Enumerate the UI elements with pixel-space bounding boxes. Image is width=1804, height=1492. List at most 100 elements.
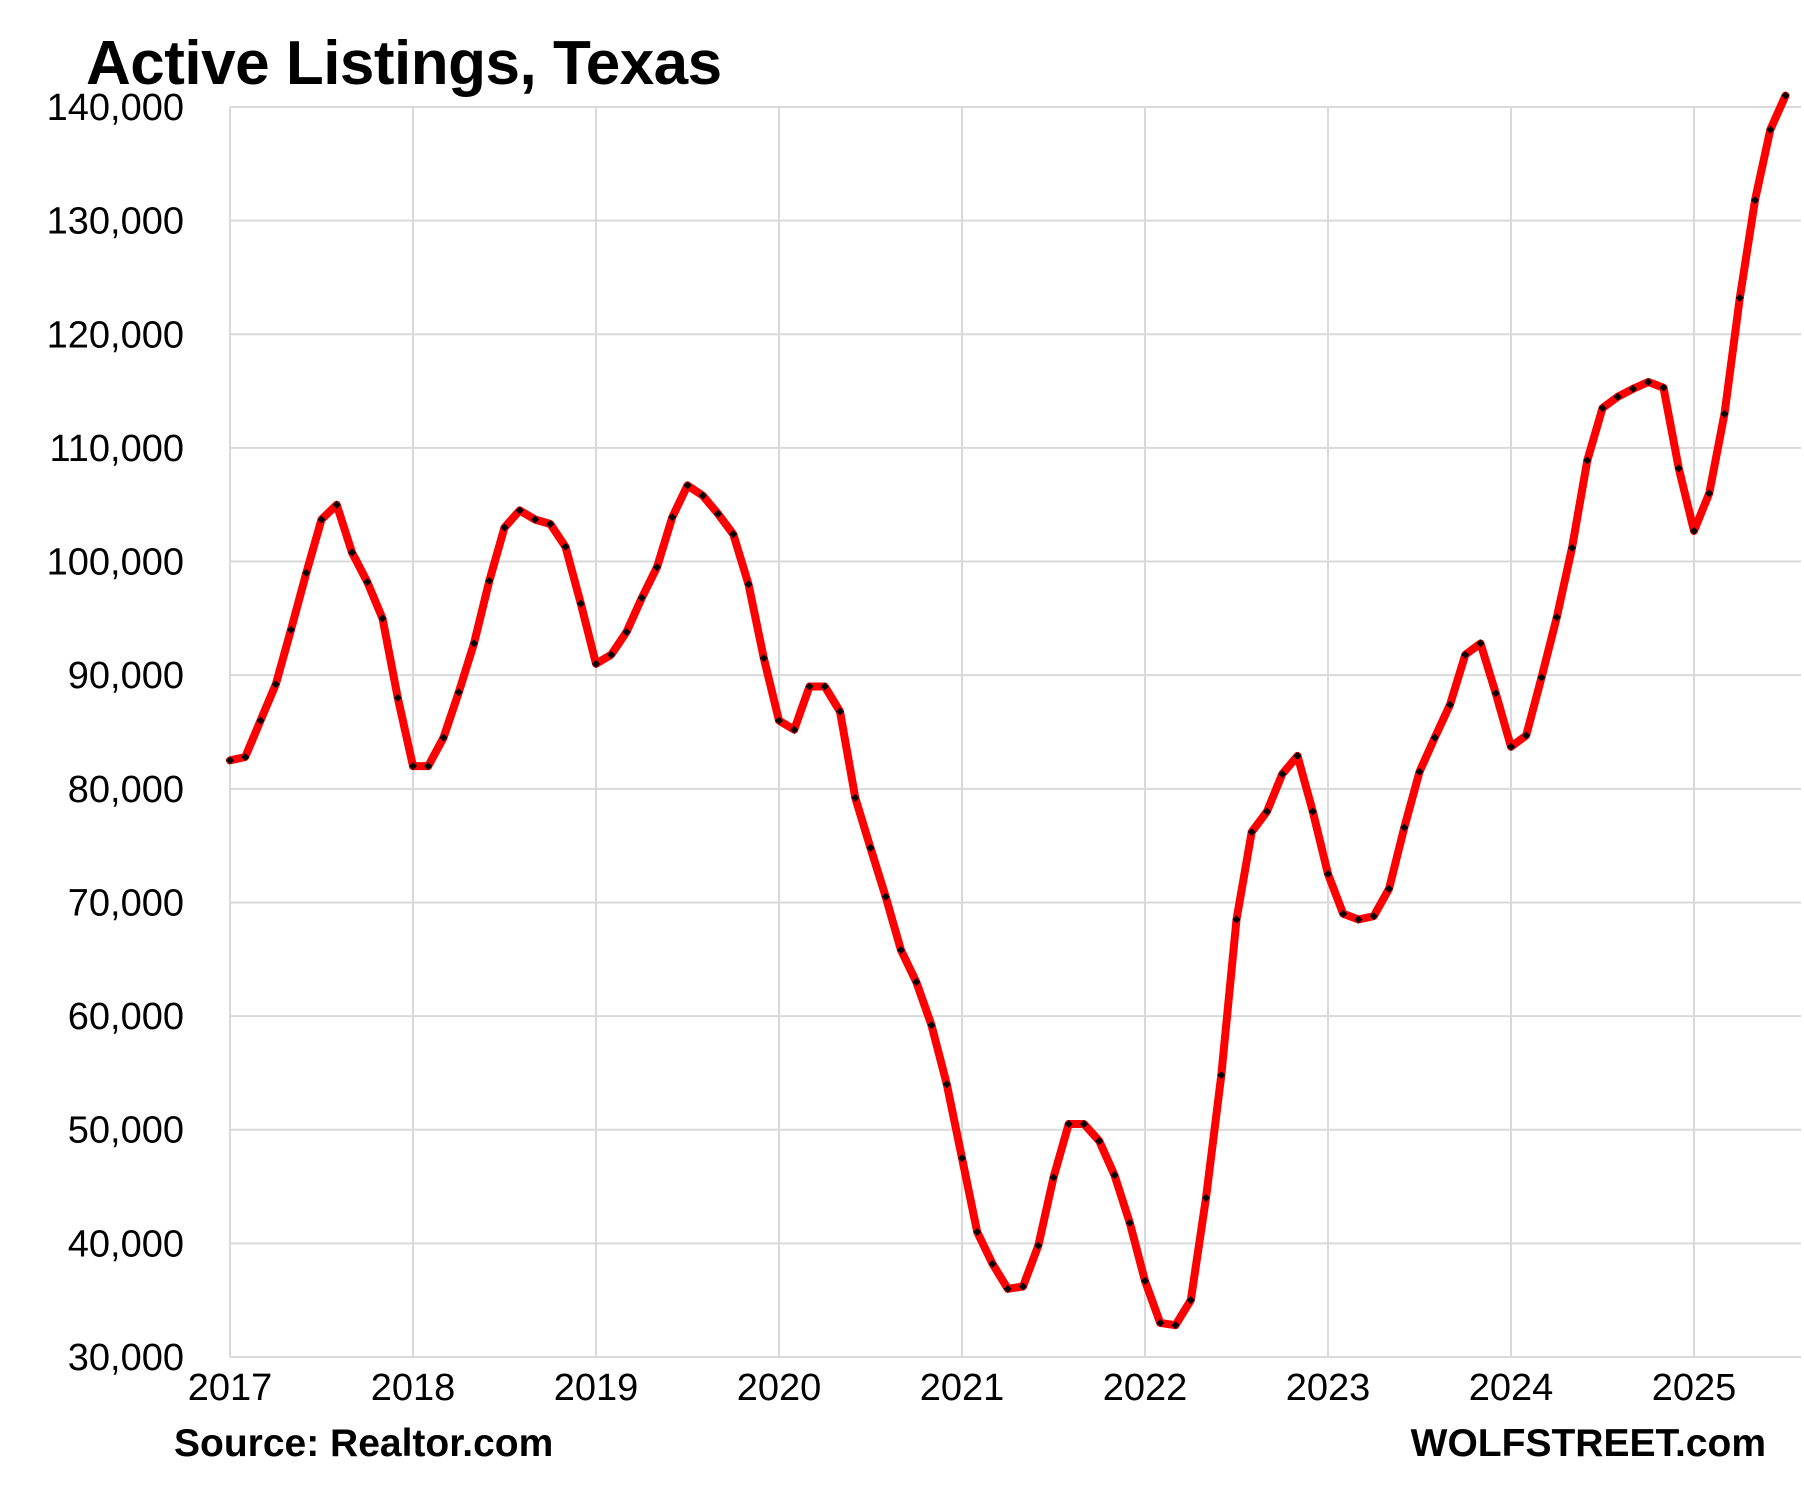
data-point [927,1021,936,1030]
data-point [759,654,768,663]
y-tick-label: 110,000 [49,428,184,470]
data-point [1720,409,1729,418]
data-point [1110,1171,1119,1180]
data-point [531,515,539,524]
data-point [1049,1173,1058,1182]
data-point [698,491,707,500]
y-tick-label: 30,000 [68,1337,184,1379]
grid [229,106,1801,1358]
data-point [576,599,585,608]
chart-title: Active Listings, Texas [86,29,722,98]
data-point [622,628,631,636]
data-point [271,680,280,689]
data-point [393,693,402,702]
data-point [1247,828,1256,836]
data-point [851,793,860,802]
data-point [226,756,234,765]
data-point [668,513,677,522]
data-point [1613,392,1622,401]
data-point [439,733,448,742]
data-point [1781,91,1790,100]
data-point [988,1259,997,1268]
y-tick-label: 70,000 [68,882,184,924]
data-point [500,523,509,532]
data-point [561,542,570,551]
data-point [653,563,661,572]
y-tick-label: 50,000 [68,1110,184,1152]
data-point [1735,293,1744,302]
data-point [1156,1318,1165,1327]
data-point [1430,733,1439,742]
data-point [1003,1284,1012,1293]
x-tick-label: 2017 [188,1367,273,1409]
data-point [1415,767,1424,776]
data-point [348,548,356,557]
data-point [881,892,890,901]
data-point [378,614,387,623]
series-line [226,91,1790,1330]
data-point [287,625,295,634]
data-point [1354,915,1363,924]
y-tick-label: 80,000 [68,769,184,811]
data-point [1369,912,1378,921]
series [226,91,1790,1330]
data-point [241,753,250,761]
data-point [454,688,463,697]
source-note: Source: Realtor.com [174,1422,554,1465]
data-point [470,639,478,648]
data-point [1522,731,1531,740]
y-tick-label: 140,000 [47,87,184,129]
y-tick-label: 90,000 [68,655,184,697]
data-point [1659,383,1668,392]
data-point [1125,1218,1134,1227]
y-tick-label: 130,000 [47,201,184,243]
data-point [1080,1120,1088,1129]
data-point [546,520,555,529]
data-point [1278,770,1287,779]
data-point [1674,464,1683,473]
data-point [1034,1241,1043,1250]
data-point [302,568,311,577]
data-point [607,650,616,659]
data-point [1507,742,1515,751]
data-point [805,682,814,691]
data-point [912,978,921,986]
data-point [1598,404,1607,413]
x-tick-label: 2023 [1286,1367,1371,1409]
x-tick-label: 2025 [1652,1367,1737,1409]
data-point [775,716,783,725]
data-point [1705,489,1714,498]
data-point [1476,639,1485,648]
data-point [1461,650,1470,659]
data-point [942,1080,951,1089]
data-point [744,580,753,589]
data-point [1263,807,1271,816]
data-point [1385,884,1393,893]
data-point [1339,909,1348,918]
x-tick-label: 2020 [737,1367,822,1409]
data-point [1232,915,1241,924]
data-point [1766,125,1775,134]
data-point [317,515,326,524]
brand-label: WOLFSTREET.com [1410,1422,1766,1465]
data-point [592,659,600,668]
data-point [1537,673,1546,682]
data-point [409,762,417,771]
data-point [1690,526,1698,535]
data-point [820,682,829,691]
data-point [1491,689,1500,698]
data-point [1064,1120,1073,1129]
data-point [1019,1282,1027,1291]
axes: 30,000 40,000 50,000 60,000 70,000 80,000 90,0… [47,87,1737,1409]
data-point [485,576,494,585]
x-tick-label: 2019 [554,1367,639,1409]
data-point [424,762,433,771]
data-point [973,1228,982,1236]
data-point [1171,1321,1180,1330]
x-tick-label: 2024 [1469,1367,1554,1409]
data-point [1095,1137,1104,1146]
data-point [1202,1193,1210,1202]
data-point [683,481,692,490]
